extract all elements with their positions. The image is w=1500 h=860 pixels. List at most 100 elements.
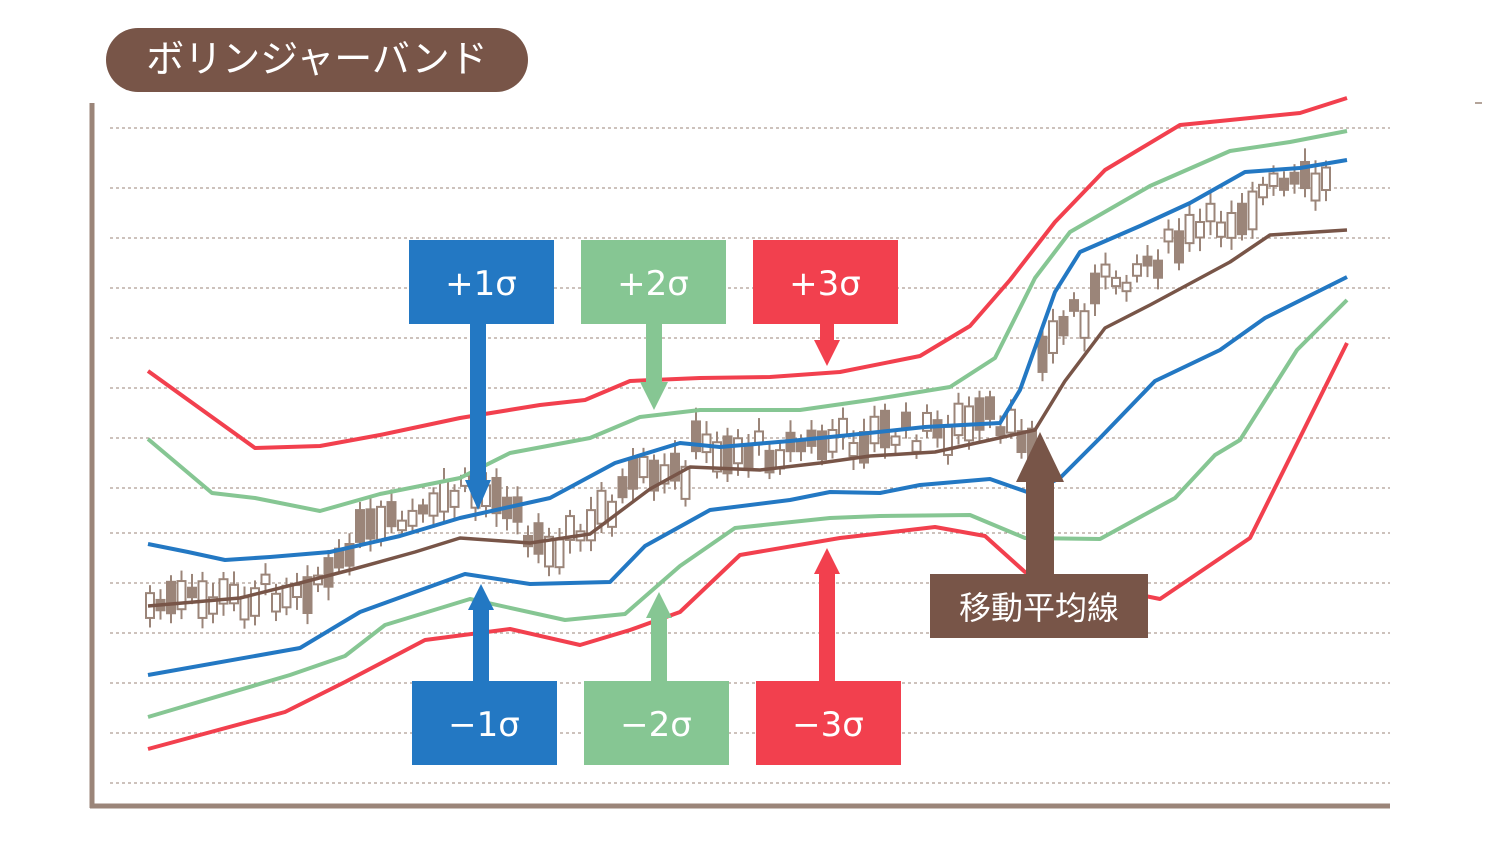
- candle-body: [376, 505, 386, 541]
- moving-average-arrow-shaft: [1026, 482, 1054, 576]
- candle-body: [1132, 263, 1142, 277]
- minus2-band-line: [147, 298, 1349, 719]
- candle-body: [764, 449, 775, 474]
- candle-body: [428, 492, 439, 517]
- candle-body: [586, 509, 596, 542]
- minus2-arrow-shaft: [651, 618, 667, 682]
- candle-body: [649, 459, 659, 492]
- candle-body: [1300, 160, 1310, 190]
- moving-average-label-box: [930, 574, 1148, 638]
- candle-body: [1321, 166, 1331, 192]
- candle-body: [355, 509, 365, 543]
- candle-body: [848, 442, 859, 458]
- candle-body: [617, 476, 628, 499]
- plus2-arrow-shaft: [646, 322, 662, 382]
- candle-body: [187, 586, 197, 599]
- candle-body: [743, 443, 754, 470]
- candle-body: [1258, 183, 1268, 199]
- candle-body: [1090, 272, 1100, 305]
- title-badge: ボリンジャーバンド: [106, 28, 528, 92]
- plus2-label: +2σ: [617, 264, 689, 304]
- candle-body: [1048, 320, 1058, 354]
- plus3-label-box: [753, 240, 898, 324]
- candle-body: [1121, 281, 1132, 293]
- candle-body: [596, 489, 607, 525]
- candle-body: [565, 515, 575, 541]
- candle-body: [701, 433, 712, 454]
- candle-body: [397, 519, 407, 532]
- plus1-arrow-shaft: [470, 322, 486, 480]
- minus2-arrow-head: [646, 592, 672, 618]
- candle-body: [1153, 259, 1163, 279]
- plus3-arrow-shaft: [820, 322, 834, 340]
- minus2-label: −2σ: [620, 705, 692, 745]
- candle-body: [911, 440, 922, 453]
- candle-body: [281, 584, 292, 609]
- page-title: ボリンジャーバンド: [146, 37, 488, 81]
- candle-body: [323, 557, 334, 588]
- candle-body: [1079, 310, 1090, 339]
- candle-body: [1237, 202, 1247, 236]
- candle-body: [386, 501, 397, 528]
- candle-body: [554, 538, 565, 569]
- minus1-label-box: [412, 681, 557, 765]
- candle-body: [1163, 228, 1174, 243]
- candle-body: [1142, 255, 1153, 267]
- candle-body: [1247, 190, 1258, 231]
- minus1-label: −1σ: [448, 705, 520, 745]
- candle-body: [292, 584, 302, 599]
- candle-body: [901, 411, 911, 430]
- candle-body: [302, 576, 313, 615]
- minus1-arrow-shaft: [473, 610, 489, 682]
- candle-body: [712, 441, 722, 473]
- candle-body: [544, 535, 554, 568]
- candle-body: [1111, 276, 1121, 288]
- axes: [89, 103, 1390, 809]
- candle-body: [670, 452, 680, 482]
- candle-body: [239, 596, 250, 621]
- candle-body: [365, 508, 376, 540]
- candle-body: [166, 580, 176, 615]
- plus1-band-line: [147, 158, 1348, 562]
- candle-body: [869, 415, 880, 445]
- candle-body: [1058, 315, 1069, 337]
- arrows: [465, 322, 1064, 682]
- candle-body: [491, 476, 502, 515]
- candlesticks: [145, 148, 1331, 629]
- minus2-label-box: [584, 681, 729, 765]
- minus3-label: −3σ: [792, 705, 864, 745]
- candle-body: [817, 430, 827, 461]
- minus3-arrow-shaft: [819, 574, 835, 682]
- moving-average-arrow-head: [1016, 432, 1064, 482]
- candle-body: [985, 396, 995, 420]
- candle-body: [733, 437, 743, 465]
- moving-average-label: 移動平均線: [959, 589, 1119, 627]
- minus3-arrow-head: [814, 548, 840, 574]
- candle-body: [1268, 172, 1279, 187]
- plus3-band-line: [146, 96, 1348, 450]
- candle-body: [533, 522, 544, 555]
- candle-body: [1037, 335, 1048, 373]
- candle-body: [974, 397, 985, 431]
- candle-body: [628, 457, 638, 490]
- candle-body: [1195, 221, 1205, 239]
- plus1-label: +1σ: [445, 264, 517, 304]
- candle-body: [271, 592, 281, 613]
- bands: [146, 96, 1349, 751]
- candle-body: [1279, 177, 1289, 191]
- minus3-label-box: [756, 681, 901, 765]
- candle-body: [1310, 172, 1321, 202]
- candle-body: [439, 480, 449, 513]
- minus1-band-line: [147, 275, 1348, 677]
- candle-body: [176, 580, 187, 611]
- candle-body: [680, 465, 691, 500]
- candle-body: [691, 420, 701, 453]
- title-pill: [106, 28, 528, 92]
- candle-body: [827, 428, 838, 453]
- plus1-arrow-head: [465, 480, 491, 510]
- candle-body: [229, 583, 239, 605]
- minus1-arrow-head: [468, 584, 494, 610]
- candle-body: [260, 573, 271, 586]
- minus3-band-line: [147, 342, 1349, 751]
